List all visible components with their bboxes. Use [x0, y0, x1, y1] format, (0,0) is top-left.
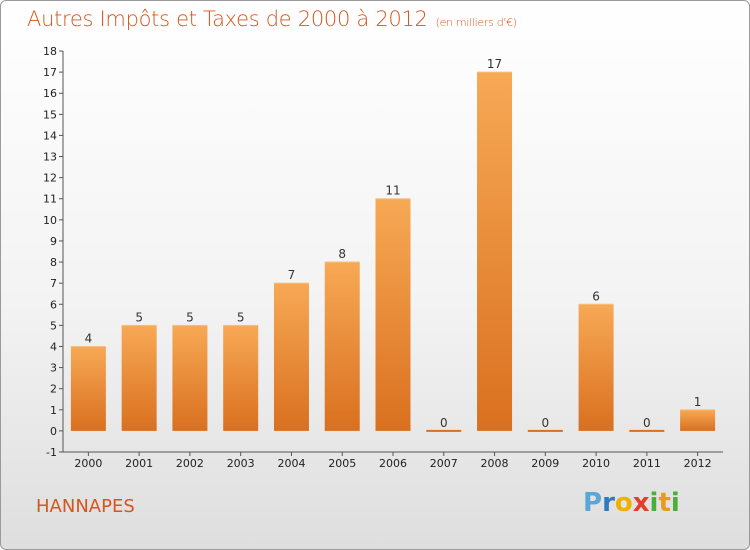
y-tick-label: 1	[50, 404, 57, 417]
x-tick-label: 2001	[125, 457, 153, 470]
bar-value-label: 0	[643, 416, 651, 430]
y-tick-label: 2	[50, 383, 57, 396]
bar	[375, 198, 411, 431]
x-tick-label: 2009	[531, 457, 559, 470]
bar-value-label: 4	[85, 331, 93, 345]
x-tick-label: 2006	[379, 457, 407, 470]
y-tick-label: 14	[43, 129, 57, 142]
x-tick-label: 2012	[684, 457, 712, 470]
y-tick-label: 8	[50, 256, 57, 269]
logo-letter: i	[670, 488, 680, 518]
bar-value-label: 11	[385, 184, 400, 198]
data-labels: 4 5 5 5 7 8 11 0 17 0 6 0 1	[85, 57, 702, 430]
y-tick-label: 4	[50, 340, 57, 353]
y-tick-label: 9	[50, 235, 57, 248]
y-tick-label: -1	[46, 446, 57, 459]
logo-letter: r	[602, 488, 615, 518]
y-tick-label: 10	[43, 214, 57, 227]
bar	[680, 409, 716, 431]
bar	[172, 325, 208, 431]
x-tick-label: 2003	[227, 457, 255, 470]
proxiti-logo: Proxiti	[583, 488, 680, 518]
bar-value-label: 5	[186, 310, 194, 324]
x-tick-label: 2011	[633, 457, 661, 470]
y-tick-label: 3	[50, 362, 57, 375]
bar	[578, 304, 614, 431]
y-tick-label: 15	[43, 108, 57, 121]
logo-letter: x	[632, 488, 650, 518]
bar-value-label: 7	[288, 268, 296, 282]
logo-letter: i	[649, 488, 659, 518]
bar-value-label: 0	[541, 416, 549, 430]
chart-title: Autres Impôts et Taxes de 2000 à 2012 (en…	[27, 7, 517, 31]
logo-letter: P	[583, 488, 603, 518]
bar	[629, 429, 665, 432]
chart-subtitle: (en milliers d'€)	[435, 16, 517, 29]
x-tick-label: 2002	[176, 457, 204, 470]
y-tick-label: 18	[43, 45, 57, 58]
y-tick-label: 17	[43, 66, 57, 79]
bar-value-label: 17	[487, 57, 502, 71]
bar	[223, 325, 259, 431]
commune-name: HANNAPES	[36, 496, 135, 517]
bar-value-label: 1	[694, 395, 702, 409]
y-tick-label: 6	[50, 298, 57, 311]
x-tick-label: 2000	[74, 457, 102, 470]
x-tick-label: 2008	[481, 457, 509, 470]
logo-letter: t	[658, 488, 671, 518]
bar-value-label: 5	[237, 310, 245, 324]
bars	[70, 71, 716, 432]
chart-title-text: Autres Impôts et Taxes de 2000 à 2012	[27, 7, 428, 31]
bar	[121, 325, 157, 431]
y-tick-label: 0	[50, 425, 57, 438]
y-tick-label: 16	[43, 87, 57, 100]
bar	[527, 429, 563, 432]
bar-value-label: 0	[440, 416, 448, 430]
bar	[273, 283, 309, 431]
bar-value-label: 8	[338, 247, 346, 261]
y-tick-label: 5	[50, 319, 57, 332]
bar-value-label: 5	[135, 310, 143, 324]
bar-value-label: 6	[592, 289, 600, 303]
x-tick-label: 2007	[430, 457, 458, 470]
y-tick-label: 13	[43, 151, 57, 164]
x-tick-label: 2010	[582, 457, 610, 470]
logo-letter: o	[614, 488, 633, 518]
y-tick-label: 11	[43, 193, 57, 206]
y-tick-label: 12	[43, 172, 57, 185]
x-tick-label: 2005	[328, 457, 356, 470]
bar	[324, 262, 360, 431]
bar	[477, 72, 513, 431]
bar	[70, 346, 106, 431]
bar	[426, 429, 462, 432]
x-tick-label: 2004	[277, 457, 305, 470]
y-tick-label: 7	[50, 277, 57, 290]
